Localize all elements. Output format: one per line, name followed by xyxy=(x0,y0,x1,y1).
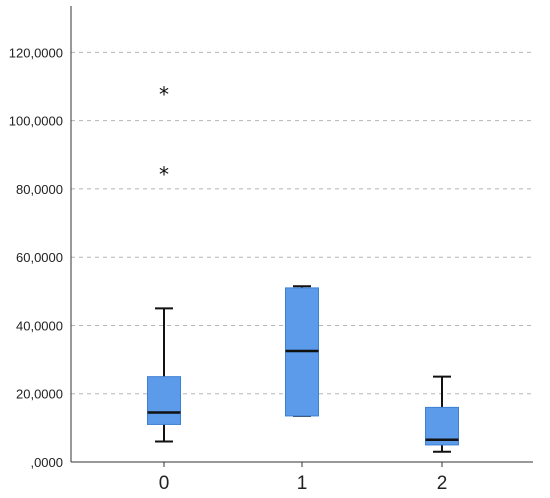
x-category-label: 2 xyxy=(437,473,448,494)
y-tick-label: 80,0000 xyxy=(16,182,63,197)
x-category-label: 1 xyxy=(297,473,308,494)
y-tick-label: 120,0000 xyxy=(9,45,63,60)
y-tick-label: 20,0000 xyxy=(16,387,63,402)
y-tick-label: 40,0000 xyxy=(16,318,63,333)
y-tick-label: 60,0000 xyxy=(16,250,63,265)
iqr-box xyxy=(147,376,181,425)
x-category-label: 0 xyxy=(159,473,170,494)
y-tick-label: 100,0000 xyxy=(9,114,63,129)
outlier-marker: * xyxy=(159,163,169,187)
y-tick-label: ,0000 xyxy=(30,455,63,470)
outlier-marker: * xyxy=(159,82,169,106)
